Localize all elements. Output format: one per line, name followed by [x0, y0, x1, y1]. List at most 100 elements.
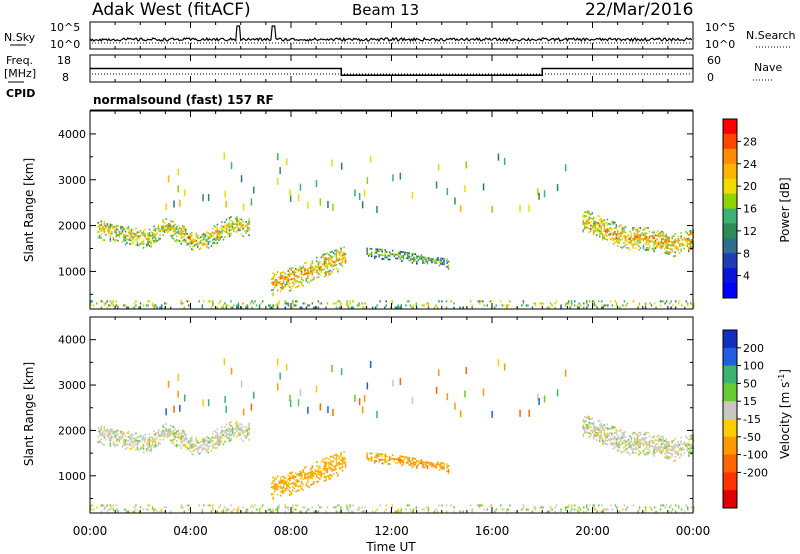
- velocity-echo-cell: [227, 428, 229, 430]
- velocity-echo-cell: [159, 438, 161, 441]
- power-echo-cell: [642, 234, 645, 237]
- power-echo-cell: [236, 221, 238, 224]
- velocity-echo-cell: [111, 435, 113, 438]
- velocity-echo-cell: [587, 424, 589, 427]
- power-echo-cell: [165, 218, 167, 220]
- power-echo-cell: [678, 243, 681, 245]
- power-echo-cell: [216, 234, 219, 237]
- power-echo-cell: [648, 241, 651, 244]
- power-echo-cell: [663, 240, 666, 243]
- power-echo-cell: [311, 273, 314, 276]
- velocity-echo-cell: [216, 439, 219, 442]
- power-echo-cell: [587, 212, 589, 215]
- power-echo-cell: [225, 231, 228, 234]
- nave-label: Nave: [754, 61, 782, 74]
- power-echo-cell: [617, 245, 619, 247]
- velocity-echo-cell: [401, 464, 403, 467]
- power-echo-cell: [378, 255, 380, 258]
- power-echo-cell: [141, 232, 143, 234]
- velocity-echo-cell: [340, 508, 342, 511]
- power-echo-cell: [120, 231, 122, 234]
- power-echo-cell: [590, 228, 592, 230]
- velocity-echo-cell: [325, 468, 327, 471]
- power-echo-cell: [596, 223, 598, 226]
- power-echo-cell: [175, 226, 178, 228]
- velocity-echo-cell: [223, 358, 226, 366]
- power-echo-cell: [203, 236, 205, 239]
- power-echo-cell: [129, 232, 131, 234]
- power-echo-cell: [638, 236, 640, 238]
- power-echo-cell: [662, 245, 664, 248]
- power-echo-cell: [311, 279, 314, 281]
- power-echo-cell: [325, 262, 327, 264]
- velocity-echo-cell: [273, 489, 276, 491]
- power-echo-cell: [162, 228, 164, 231]
- power-echo-cell: [335, 254, 338, 257]
- x-tick-label: 08:00: [274, 524, 309, 538]
- power-echo-cell: [419, 257, 421, 260]
- power-echo-cell: [447, 266, 450, 268]
- power-echo-cell: [295, 279, 297, 281]
- power-echo-cell: [150, 242, 152, 244]
- velocity-echo-cell: [389, 459, 391, 462]
- power-echo-cell: [202, 194, 204, 202]
- power-echo-cell: [298, 285, 300, 287]
- power-echo-cell: [269, 304, 271, 307]
- velocity-echo-cell: [148, 433, 151, 436]
- power-echo-cell: [277, 177, 279, 185]
- velocity-echo-cell: [175, 445, 178, 448]
- power-echo-cell: [298, 268, 300, 271]
- power-echo-cell: [289, 194, 292, 202]
- velocity-echo-cell: [246, 431, 249, 434]
- power-echo-cell: [216, 306, 219, 309]
- velocity-echo-cell: [227, 508, 229, 511]
- velocity-echo-cell: [638, 449, 640, 452]
- velocity-echo-cell: [326, 457, 329, 459]
- velocity-echo-cell: [182, 444, 184, 447]
- power-echo-cell: [660, 230, 663, 233]
- velocity-echo-cell: [675, 444, 678, 447]
- power-echo-cell: [117, 239, 119, 242]
- power-echo-cell: [428, 259, 430, 261]
- power-echo-cell: [332, 203, 334, 211]
- velocity-echo-cell: [402, 463, 405, 465]
- velocity-echo-cell: [313, 510, 315, 513]
- velocity-echo-cell: [683, 441, 685, 444]
- power-echo-cell: [279, 277, 282, 280]
- velocity-echo-cell: [197, 450, 199, 453]
- velocity-echo-cell: [408, 464, 411, 466]
- power-echo-cell: [459, 306, 461, 309]
- power-echo-cell: [647, 238, 649, 240]
- power-echo-cell: [201, 306, 204, 309]
- velocity-echo-cell: [600, 426, 602, 429]
- power-echo-cell: [589, 300, 591, 303]
- frequency-line: [90, 67, 693, 76]
- velocity-echo-cell: [341, 458, 344, 461]
- velocity-echo-cell: [587, 428, 589, 430]
- power-echo-cell: [123, 226, 125, 229]
- freq-left-tick-bottom: 8: [62, 71, 69, 84]
- power-echo-cell: [431, 257, 433, 260]
- power-echo-cell: [615, 233, 618, 236]
- velocity-echo-cell: [599, 438, 601, 441]
- velocity-echo-cell: [120, 437, 122, 440]
- velocity-echo-cell: [447, 470, 450, 473]
- power-echo-cell: [135, 238, 137, 241]
- power-echo-cell: [283, 280, 285, 283]
- power-echo-cell: [462, 306, 464, 309]
- velocity-echo-cell: [108, 433, 110, 436]
- velocity-echo-cell: [313, 471, 315, 474]
- power-echo-cell: [144, 234, 146, 237]
- velocity-echo-cell: [90, 508, 92, 511]
- power-echo-cell: [174, 223, 176, 226]
- velocity-echo-cell: [564, 506, 567, 509]
- velocity-echo-cell: [688, 451, 690, 454]
- power-echo-cell: [370, 253, 373, 256]
- power-echo-cell: [648, 236, 651, 238]
- power-echo-cell: [311, 268, 314, 270]
- velocity-echo-cell: [636, 437, 639, 439]
- velocity-echo-cell: [674, 452, 676, 455]
- power-echo-cell: [423, 256, 426, 259]
- power-echo-cell: [308, 282, 311, 284]
- velocity-echo-cell: [150, 446, 152, 449]
